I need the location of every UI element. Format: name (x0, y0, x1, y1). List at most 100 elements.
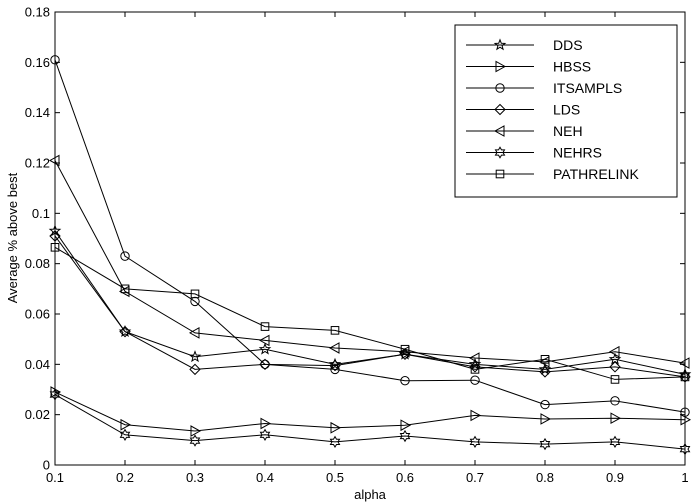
data-point-hbss (400, 419, 412, 432)
data-point-hbss (330, 421, 342, 434)
y-tick-label: 0.02 (25, 407, 50, 422)
data-point-nehrs (259, 428, 271, 442)
data-point-lds (609, 361, 621, 373)
series-line-neh (54, 160, 686, 364)
series-layer (48, 55, 692, 456)
y-tick-label: 0.14 (25, 105, 50, 120)
y-axis-label: Average % above best (5, 172, 20, 303)
data-point-pathrelink (260, 322, 270, 331)
x-tick-label: 0.2 (116, 470, 134, 485)
data-point-dds (258, 342, 272, 355)
legend-box (454, 24, 678, 198)
legend-marker-hbss (495, 60, 507, 73)
data-point-dds (328, 357, 342, 370)
legend-marker-neh (493, 125, 505, 137)
y-tick-label: 0.18 (25, 5, 50, 20)
data-point-pathrelink (610, 375, 620, 384)
data-point-pathrelink (190, 289, 200, 299)
legend-label-nehrs: NEHRS (553, 145, 602, 161)
legend-label-dds: DDS (553, 37, 583, 53)
y-tick-label: 0.12 (25, 156, 50, 171)
legend-marker-dds (493, 38, 507, 51)
series-line-dds (54, 230, 686, 375)
series-line-hbss (54, 391, 686, 432)
data-point-itsampls (50, 55, 60, 65)
data-point-nehrs (329, 435, 341, 449)
data-point-itsampls (120, 251, 130, 261)
data-point-hbss (260, 417, 272, 430)
data-point-itsampls (400, 375, 410, 386)
y-tick-label: 0.08 (25, 256, 50, 271)
x-tick-label: 0.9 (606, 470, 624, 485)
series-nehrs (49, 388, 691, 456)
data-point-neh (608, 345, 620, 358)
x-tick-label: 0.8 (536, 470, 554, 485)
data-point-pathrelink (50, 243, 60, 252)
data-point-neh (678, 357, 690, 369)
data-point-hbss (680, 413, 692, 426)
data-point-pathrelink (470, 365, 480, 374)
series-line-itsampls (54, 59, 686, 413)
data-point-nehrs (469, 435, 481, 449)
data-point-nehrs (119, 428, 131, 442)
x-tick-label: 0.5 (326, 470, 344, 485)
data-point-hbss (470, 409, 482, 422)
data-point-nehrs (609, 435, 621, 449)
data-point-neh (328, 342, 340, 354)
data-point-lds (49, 230, 61, 242)
data-point-nehrs (539, 437, 551, 451)
axis-ticks: 0.1 0.2 0.3 0.4 0.5 0.6 0.7 0.8 0.9 1 0 0.02 0.04 0.0… (25, 5, 689, 486)
series-line-pathrelink (54, 246, 686, 380)
data-point-dds (48, 224, 62, 237)
x-tick-label: 0.3 (186, 470, 204, 485)
data-point-hbss (610, 412, 622, 425)
series-itsampls (50, 55, 690, 417)
data-point-nehrs (49, 388, 61, 401)
data-point-itsampls (470, 375, 480, 385)
x-tick-label: 0.7 (466, 470, 484, 485)
x-tick-label: 0.4 (256, 470, 274, 485)
x-tick-label: 0.1 (46, 470, 64, 485)
legend-label-neh: NEH (553, 123, 583, 139)
series-line-nehrs (54, 394, 686, 450)
data-point-neh (48, 154, 60, 167)
data-point-hbss (540, 413, 552, 425)
y-tick-label: 0.16 (25, 55, 50, 70)
y-tick-label: 0.04 (25, 357, 50, 372)
data-point-itsampls (680, 407, 690, 417)
data-point-itsampls (610, 396, 620, 406)
x-tick-label: 0.6 (396, 470, 414, 485)
y-tick-label: 0.1 (32, 206, 50, 221)
legend-marker-pathrelink (495, 169, 505, 179)
data-point-lds (259, 358, 271, 371)
data-point-pathrelink (120, 284, 130, 294)
data-point-pathrelink (540, 355, 550, 364)
data-point-dds (188, 350, 202, 363)
data-point-hbss (190, 425, 202, 437)
legend-label-itsampls: ITSAMPLS (553, 80, 622, 96)
legend-label-lds: LDS (553, 102, 580, 118)
legend-marker-nehrs (494, 146, 506, 159)
data-point-itsampls (540, 399, 550, 410)
data-point-pathrelink (400, 344, 410, 354)
legend-marker-itsampls (495, 83, 505, 93)
x-tick-label: 1 (681, 470, 688, 485)
data-point-lds (189, 363, 201, 376)
data-point-lds (329, 359, 341, 372)
data-point-neh (188, 327, 200, 339)
data-point-nehrs (679, 442, 691, 456)
data-point-neh (258, 334, 270, 347)
data-point-pathrelink (680, 372, 690, 382)
y-tick-label: 0 (43, 458, 50, 473)
data-point-lds (539, 366, 551, 378)
legend-marker-lds (494, 103, 506, 116)
y-tick-label: 0.06 (25, 307, 50, 322)
data-point-nehrs (399, 429, 411, 443)
data-point-lds (119, 325, 131, 338)
legend-label-pathrelink: PATHRELINK (553, 166, 639, 182)
x-axis-label: alpha (354, 487, 387, 502)
data-point-neh (468, 352, 480, 364)
data-point-nehrs (189, 434, 201, 447)
data-point-pathrelink (330, 326, 340, 335)
